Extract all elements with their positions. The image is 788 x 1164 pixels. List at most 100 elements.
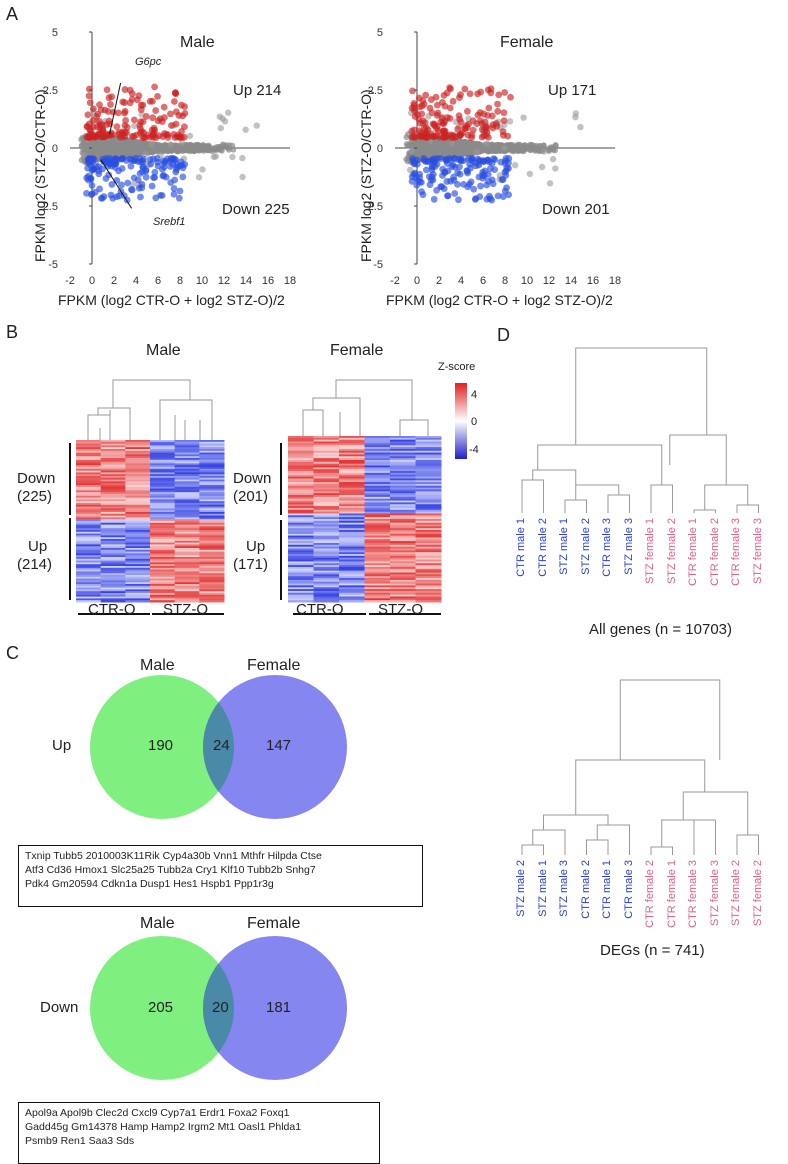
panel-d: CTR male 1 CTR male 2 STZ male 1 STZ male 2… [490, 320, 788, 1148]
venn-down-shared-genes: Apol9a Apol9b Clec2d Cxcl9 Cyp7a1 Erdr1 … [18, 1102, 380, 1164]
dendrogram-leaf-label: STZ female 2 [665, 518, 678, 585]
ma-plot-female: 52.50-2.5-5-2 0 2 4 6 8 10 12 14 16 18 [364, 27, 621, 287]
down-point [428, 163, 436, 171]
dendrogram-leaf-label: CTR male 3 [601, 518, 613, 577]
heatmap-female-down-label: Down [233, 470, 272, 487]
up-point [430, 120, 438, 128]
dendrogram-branch [650, 846, 673, 855]
panel-a-letter: A [6, 4, 19, 24]
ns-point [540, 148, 548, 155]
dendrogram-branch [564, 499, 587, 513]
down-point [483, 181, 491, 189]
ns-point [513, 145, 520, 152]
up-point [433, 101, 441, 109]
dendrogram-leaf-label: CTR female 1 [665, 860, 678, 928]
venn-down-female-label: Female [247, 915, 301, 932]
ns-point [577, 123, 584, 131]
up-point [501, 89, 509, 96]
heatmap-female-up-n: (171) [233, 556, 269, 573]
ns-point [519, 144, 526, 151]
ma-plot-female-xlabel: FPKM (log2 CTR-O + log2 STZ-O)/2 [386, 292, 613, 308]
up-point [494, 100, 501, 108]
dendrogram-leaf-label: CTR female 3 [730, 518, 742, 586]
dendrogram-leaf-label: STZ male 1 [558, 518, 570, 575]
dendrogram-leaf-label: STZ female 1 [644, 518, 656, 585]
up-point [434, 127, 442, 135]
up-point [426, 104, 434, 112]
dendrogram-branch [532, 469, 577, 500]
up-point [457, 91, 464, 99]
dendrogram-branch [575, 347, 708, 445]
up-point [466, 90, 474, 98]
down-point [410, 171, 418, 178]
down-point [472, 195, 480, 203]
ma-plot-female-ylabel: FPKM log2 (STZ-O/CTR-O) [358, 89, 374, 262]
dendrogram-leaf-label: STZ female 2 [730, 860, 742, 927]
up-point [485, 104, 493, 112]
ns-point [538, 163, 546, 171]
ns-point [465, 148, 472, 155]
down-point [433, 186, 441, 194]
venn-up-shared-genes: Txnip Tubb5 2010003K11Rik Cyp4a30b Vnn1 … [18, 845, 423, 907]
ns-point [549, 155, 557, 163]
panel-c: Male Female Up 190 24 147 Txnip Tubb5 20… [0, 640, 490, 1164]
colorbar-tick-0: 0 [471, 416, 478, 428]
up-point [480, 110, 488, 118]
dendrogram-leaf-label: STZ male 3 [622, 518, 635, 575]
dendrogram-branch [521, 844, 544, 855]
ns-point [445, 150, 452, 157]
colorbar-tick-minus4: -4 [469, 444, 479, 456]
heatmap-female-down-n: (201) [233, 488, 269, 505]
down-point [497, 158, 505, 166]
dendrogram-branch [619, 679, 721, 760]
dendrogram-leaf-label: CTR male 3 [622, 860, 635, 919]
y-tick-label: 0 [377, 143, 383, 155]
panel-c-letter: C [6, 643, 19, 663]
up-point [415, 115, 423, 123]
up-point [433, 111, 441, 119]
down-point [444, 192, 452, 200]
gene-list-line: Txnip Tubb5 2010003K11Rik Cyp4a30b Vnn1 … [25, 850, 322, 862]
up-point [478, 133, 486, 141]
x-tick-label: 14 [565, 275, 577, 287]
ns-point [533, 145, 540, 152]
x-tick-label: 12 [543, 275, 555, 287]
heatmap-female-group-ctr: CTR-O [296, 601, 344, 618]
up-point [495, 91, 503, 99]
up-point [440, 120, 448, 127]
up-point [456, 131, 464, 139]
ns-point [483, 140, 490, 148]
down-point [413, 160, 421, 168]
dendrogram-leaf-label: CTR male 1 [601, 860, 613, 919]
dendrogram-leaf-label: STZ female 2 [751, 860, 764, 927]
dendrogram-leaf-label: STZ male 1 [536, 860, 549, 917]
x-tick-label: 2 [436, 275, 442, 287]
cluster-branch [302, 379, 429, 436]
up-point [446, 104, 454, 112]
down-point [477, 182, 484, 190]
venn-down-male-only: 205 [148, 999, 174, 1016]
panel-b: Male Female Down (225) Up (214) CTR-O ST… [0, 320, 490, 640]
colorbar-title: Z-score [438, 361, 476, 373]
ns-point [520, 114, 527, 121]
dendrograms [521, 347, 759, 855]
dendrogram-leaf-label: CTR female 1 [687, 518, 699, 586]
down-point [483, 195, 491, 203]
down-point [501, 187, 509, 195]
heatmap-male-up-label: Up [28, 538, 48, 555]
dendrogram-bottom-caption: DEGs (n = 741) [600, 942, 705, 959]
down-point [418, 188, 425, 195]
x-tick-label: -2 [390, 275, 400, 287]
down-point [457, 157, 465, 165]
up-point [408, 127, 416, 135]
up-point [461, 85, 469, 93]
ma-plot-female-title: Female [500, 34, 554, 51]
ns-point [526, 170, 534, 178]
down-point [445, 155, 453, 162]
heatmap-male-group-ctr: CTR-O [88, 601, 136, 618]
ns-point [453, 146, 460, 153]
dendrogram-branch [575, 484, 620, 495]
ma-plot-male: 52.50-2.5-5-2 0 2 4 6 8 10 12 14 16 18 [39, 27, 296, 287]
up-point [449, 97, 457, 105]
ns-point [83, 142, 90, 149]
